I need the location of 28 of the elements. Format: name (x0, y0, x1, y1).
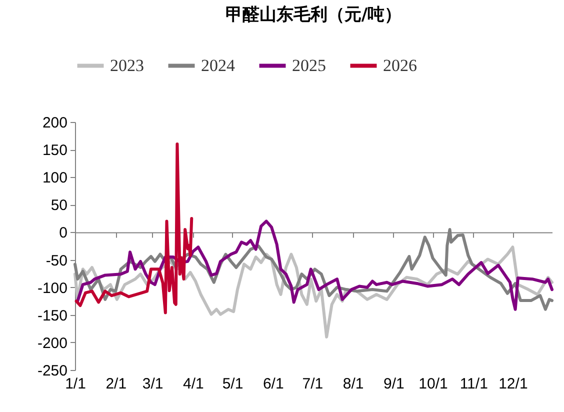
x-tick-label: 11/1 (460, 376, 488, 392)
x-tick-label: 8/1 (342, 376, 364, 392)
legend-label: 2024 (201, 56, 236, 75)
x-tick-label: 4/1 (183, 376, 204, 392)
chart-title: 甲醛山东毛利（元/吨） (225, 5, 402, 25)
y-tick-label: 50 (50, 197, 68, 214)
y-tick-label: 150 (42, 142, 68, 160)
y-tick-label: 200 (42, 114, 68, 132)
x-tick-label: 2/1 (106, 376, 127, 392)
y-tick-label: 100 (42, 170, 68, 187)
x-tick-label: 9/1 (384, 376, 404, 392)
y-tick-label: -150 (37, 307, 68, 324)
y-tick-label: -250 (37, 362, 68, 380)
y-tick-label: -50 (46, 252, 68, 270)
line-series (74, 142, 194, 314)
x-tick-label: 5/1 (222, 376, 244, 392)
x-tick-label: 6/1 (262, 376, 284, 392)
x-tick-label: 7/1 (302, 376, 324, 392)
legend-label: 2023 (110, 56, 144, 75)
x-tick-label: 3/1 (142, 376, 164, 392)
x-tick-label: 1/1 (65, 376, 86, 392)
y-tick-label: -200 (37, 334, 68, 352)
x-tick-label: 10/1 (418, 376, 448, 392)
y-tick-label: -100 (37, 280, 68, 297)
x-tick-label: 12/1 (498, 376, 528, 392)
legend-label: 2026 (383, 56, 417, 75)
legend-label: 2025 (292, 56, 326, 75)
y-tick-label: 0 (59, 224, 68, 242)
